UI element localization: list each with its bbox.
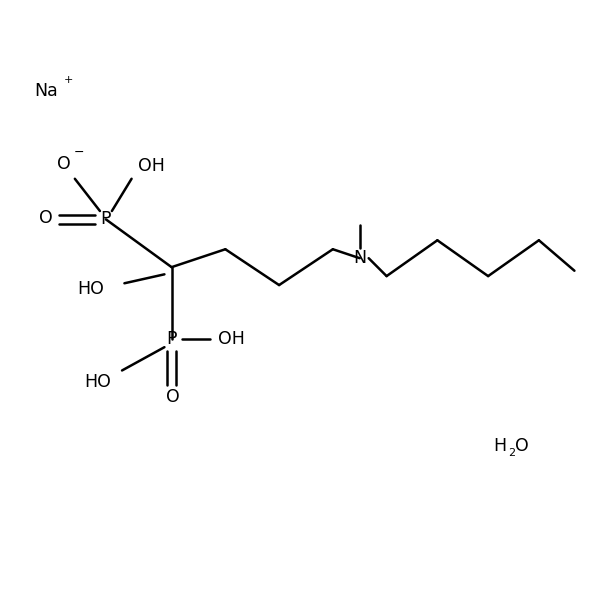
Text: HO: HO bbox=[85, 373, 112, 391]
Text: H: H bbox=[494, 437, 506, 455]
Text: O: O bbox=[515, 437, 529, 455]
Text: +: + bbox=[64, 75, 73, 85]
Text: HO: HO bbox=[77, 280, 104, 298]
Text: P: P bbox=[101, 211, 111, 229]
Text: N: N bbox=[353, 249, 366, 267]
Text: Na: Na bbox=[34, 82, 58, 100]
Text: OH: OH bbox=[139, 157, 166, 175]
Text: P: P bbox=[166, 330, 177, 348]
Text: 2: 2 bbox=[508, 448, 515, 458]
Text: O: O bbox=[57, 155, 71, 173]
Text: −: − bbox=[74, 146, 84, 159]
Text: O: O bbox=[166, 388, 179, 406]
Text: OH: OH bbox=[218, 330, 245, 348]
Text: O: O bbox=[39, 209, 52, 227]
